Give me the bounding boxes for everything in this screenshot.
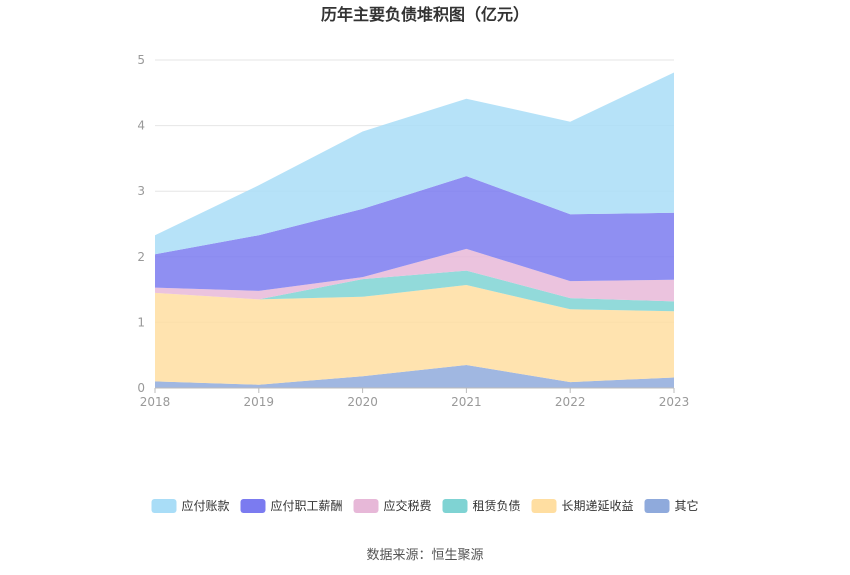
- y-tick-label: 3: [137, 184, 145, 198]
- legend-item[interactable]: 其它: [644, 498, 699, 513]
- legend-item[interactable]: 长期递延收益: [531, 499, 634, 513]
- x-tick-label: 2022: [555, 395, 586, 409]
- legend-label: 应付职工薪酬: [271, 498, 343, 513]
- area-series-3: [155, 248, 674, 302]
- legend-item[interactable]: 应付职工薪酬: [240, 498, 343, 513]
- y-tick-label: 4: [137, 119, 145, 133]
- legend-label: 其它: [675, 498, 699, 513]
- legend-swatch: [240, 499, 266, 513]
- legend-swatch: [151, 499, 177, 513]
- area-layers: [155, 72, 674, 388]
- y-tick-label: 1: [137, 315, 145, 329]
- area-series-2: [155, 270, 674, 312]
- x-tick-label: 2020: [347, 395, 378, 409]
- y-axis: 0 1 2 3 4 5: [137, 53, 145, 395]
- legend-label: 应付账款: [182, 498, 230, 513]
- x-tick-label: 2023: [659, 395, 690, 409]
- legend-swatch: [644, 499, 670, 513]
- x-axis: 2018 2019 2020 2021 2022 2023: [140, 387, 690, 409]
- legend-label: 长期递延收益: [562, 499, 634, 513]
- y-tick-label: 5: [137, 53, 145, 67]
- legend-item[interactable]: 应付账款: [151, 498, 230, 513]
- chart-title: 历年主要负债堆积图（亿元）: [321, 5, 529, 24]
- area-series-4: [155, 176, 674, 291]
- y-tick-label: 0: [137, 381, 145, 395]
- source-text: 数据来源：恒生聚源: [366, 548, 483, 563]
- area-series-5: [155, 72, 674, 255]
- x-tick-label: 2021: [451, 395, 482, 409]
- area-series-0: [155, 365, 674, 388]
- legend-swatch: [353, 499, 379, 513]
- area-series-1: [155, 285, 674, 385]
- x-tick-label: 2019: [244, 395, 275, 409]
- y-tick-label: 2: [137, 250, 145, 264]
- legend-label: 租赁负债: [473, 499, 521, 513]
- x-tick-label: 2018: [140, 395, 171, 409]
- legend-item[interactable]: 应交税费: [353, 498, 432, 513]
- legend: 应付账款 应付职工薪酬 应交税费 租赁负债 长期递延收益 其它: [151, 498, 699, 513]
- legend-item[interactable]: 租赁负债: [442, 499, 521, 513]
- legend-swatch: [531, 499, 557, 513]
- legend-label: 应交税费: [384, 498, 432, 513]
- legend-swatch: [442, 499, 468, 513]
